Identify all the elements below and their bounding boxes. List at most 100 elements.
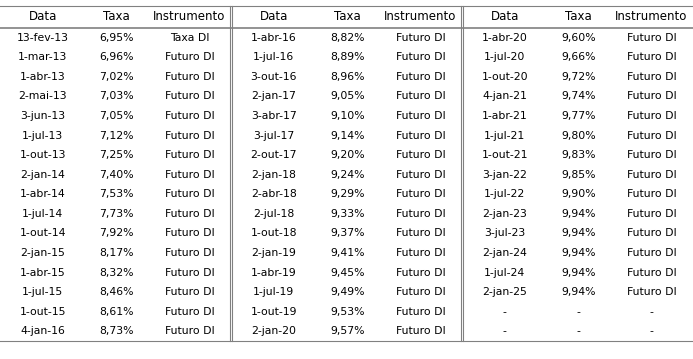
Text: 7,02%: 7,02% <box>99 72 134 82</box>
Text: 9,20%: 9,20% <box>331 150 365 160</box>
Text: Futuro DI: Futuro DI <box>396 52 446 62</box>
Text: 9,60%: 9,60% <box>561 33 596 43</box>
Text: 3-jul-23: 3-jul-23 <box>484 228 525 238</box>
Text: 7,53%: 7,53% <box>99 189 134 199</box>
Text: 9,41%: 9,41% <box>331 248 365 258</box>
Text: 9,29%: 9,29% <box>331 189 365 199</box>
Text: 9,85%: 9,85% <box>561 170 596 180</box>
Text: 1-jul-24: 1-jul-24 <box>484 267 525 278</box>
Text: Futuro DI: Futuro DI <box>396 307 446 317</box>
Text: Futuro DI: Futuro DI <box>396 150 446 160</box>
Text: 2-jan-17: 2-jan-17 <box>252 92 296 102</box>
Text: -: - <box>503 307 507 317</box>
Text: 9,94%: 9,94% <box>561 248 596 258</box>
Text: 13-fev-13: 13-fev-13 <box>17 33 69 43</box>
Text: 7,05%: 7,05% <box>99 111 134 121</box>
Text: Futuro DI: Futuro DI <box>396 326 446 336</box>
Text: Futuro DI: Futuro DI <box>396 267 446 278</box>
Text: Futuro DI: Futuro DI <box>164 307 214 317</box>
Text: -: - <box>577 307 581 317</box>
Text: 9,37%: 9,37% <box>331 228 365 238</box>
Text: 1-abr-13: 1-abr-13 <box>20 72 66 82</box>
Text: Futuro DI: Futuro DI <box>396 209 446 219</box>
Text: Futuro DI: Futuro DI <box>164 248 214 258</box>
Text: 2-jan-19: 2-jan-19 <box>252 248 296 258</box>
Text: 1-jul-19: 1-jul-19 <box>253 287 295 297</box>
Text: 9,57%: 9,57% <box>331 326 365 336</box>
Text: 7,03%: 7,03% <box>99 92 134 102</box>
Text: Futuro DI: Futuro DI <box>164 170 214 180</box>
Text: 8,46%: 8,46% <box>99 287 134 297</box>
Text: 3-jun-13: 3-jun-13 <box>20 111 65 121</box>
Text: 7,92%: 7,92% <box>99 228 134 238</box>
Text: 9,49%: 9,49% <box>331 287 365 297</box>
Text: 3-jul-17: 3-jul-17 <box>253 131 295 141</box>
Text: 3-jan-22: 3-jan-22 <box>482 170 527 180</box>
Text: 1-abr-20: 1-abr-20 <box>482 33 527 43</box>
Text: Futuro DI: Futuro DI <box>626 287 676 297</box>
Text: 8,61%: 8,61% <box>99 307 134 317</box>
Text: 9,72%: 9,72% <box>561 72 596 82</box>
Text: Futuro DI: Futuro DI <box>626 150 676 160</box>
Text: 7,12%: 7,12% <box>99 131 134 141</box>
Text: Futuro DI: Futuro DI <box>626 52 676 62</box>
Text: 1-out-15: 1-out-15 <box>19 307 66 317</box>
Text: Futuro DI: Futuro DI <box>396 131 446 141</box>
Text: 9,74%: 9,74% <box>561 92 596 102</box>
Text: Instrumento: Instrumento <box>384 10 457 23</box>
Text: Taxa DI: Taxa DI <box>170 33 209 43</box>
Text: 2-jan-20: 2-jan-20 <box>252 326 296 336</box>
Text: Futuro DI: Futuro DI <box>164 150 214 160</box>
Text: 1-abr-16: 1-abr-16 <box>251 33 297 43</box>
Text: 2-jan-18: 2-jan-18 <box>252 170 296 180</box>
Text: Futuro DI: Futuro DI <box>626 189 676 199</box>
Text: 2-jan-23: 2-jan-23 <box>482 209 527 219</box>
Text: Futuro DI: Futuro DI <box>164 209 214 219</box>
Text: 1-abr-14: 1-abr-14 <box>20 189 66 199</box>
Text: Futuro DI: Futuro DI <box>396 228 446 238</box>
Text: -: - <box>503 326 507 336</box>
Text: 1-abr-15: 1-abr-15 <box>20 267 66 278</box>
Text: 9,66%: 9,66% <box>561 52 596 62</box>
Text: 1-jul-14: 1-jul-14 <box>22 209 63 219</box>
Text: Futuro DI: Futuro DI <box>164 267 214 278</box>
Text: 2-mai-13: 2-mai-13 <box>19 92 67 102</box>
Text: 2-abr-18: 2-abr-18 <box>251 189 297 199</box>
Text: Futuro DI: Futuro DI <box>626 228 676 238</box>
Text: Instrumento: Instrumento <box>153 10 226 23</box>
Text: Taxa: Taxa <box>565 10 592 23</box>
Text: Futuro DI: Futuro DI <box>626 209 676 219</box>
Text: Instrumento: Instrumento <box>615 10 687 23</box>
Text: 4-jan-16: 4-jan-16 <box>20 326 65 336</box>
Text: Futuro DI: Futuro DI <box>396 189 446 199</box>
Text: Taxa: Taxa <box>103 10 130 23</box>
Text: Futuro DI: Futuro DI <box>396 170 446 180</box>
Text: 9,83%: 9,83% <box>561 150 596 160</box>
Text: 9,14%: 9,14% <box>331 131 365 141</box>
Text: Futuro DI: Futuro DI <box>164 228 214 238</box>
Text: 1-out-19: 1-out-19 <box>250 307 297 317</box>
Text: Futuro DI: Futuro DI <box>626 170 676 180</box>
Text: Futuro DI: Futuro DI <box>626 248 676 258</box>
Text: 1-jul-20: 1-jul-20 <box>484 52 525 62</box>
Text: 9,94%: 9,94% <box>561 287 596 297</box>
Text: 8,89%: 8,89% <box>331 52 365 62</box>
Text: Futuro DI: Futuro DI <box>626 267 676 278</box>
Text: 9,77%: 9,77% <box>561 111 596 121</box>
Text: 4-jan-21: 4-jan-21 <box>482 92 527 102</box>
Text: 8,82%: 8,82% <box>331 33 365 43</box>
Text: 1-jul-21: 1-jul-21 <box>484 131 525 141</box>
Text: Futuro DI: Futuro DI <box>626 131 676 141</box>
Text: Futuro DI: Futuro DI <box>396 33 446 43</box>
Text: 2-jan-24: 2-jan-24 <box>482 248 527 258</box>
Text: Futuro DI: Futuro DI <box>626 92 676 102</box>
Text: 1-jul-13: 1-jul-13 <box>22 131 63 141</box>
Text: 9,05%: 9,05% <box>331 92 365 102</box>
Text: 8,73%: 8,73% <box>99 326 134 336</box>
Text: 1-out-20: 1-out-20 <box>482 72 528 82</box>
Text: 8,17%: 8,17% <box>99 248 134 258</box>
Text: 6,95%: 6,95% <box>99 33 134 43</box>
Text: -: - <box>649 307 653 317</box>
Text: Futuro DI: Futuro DI <box>626 33 676 43</box>
Text: 1-out-14: 1-out-14 <box>19 228 66 238</box>
